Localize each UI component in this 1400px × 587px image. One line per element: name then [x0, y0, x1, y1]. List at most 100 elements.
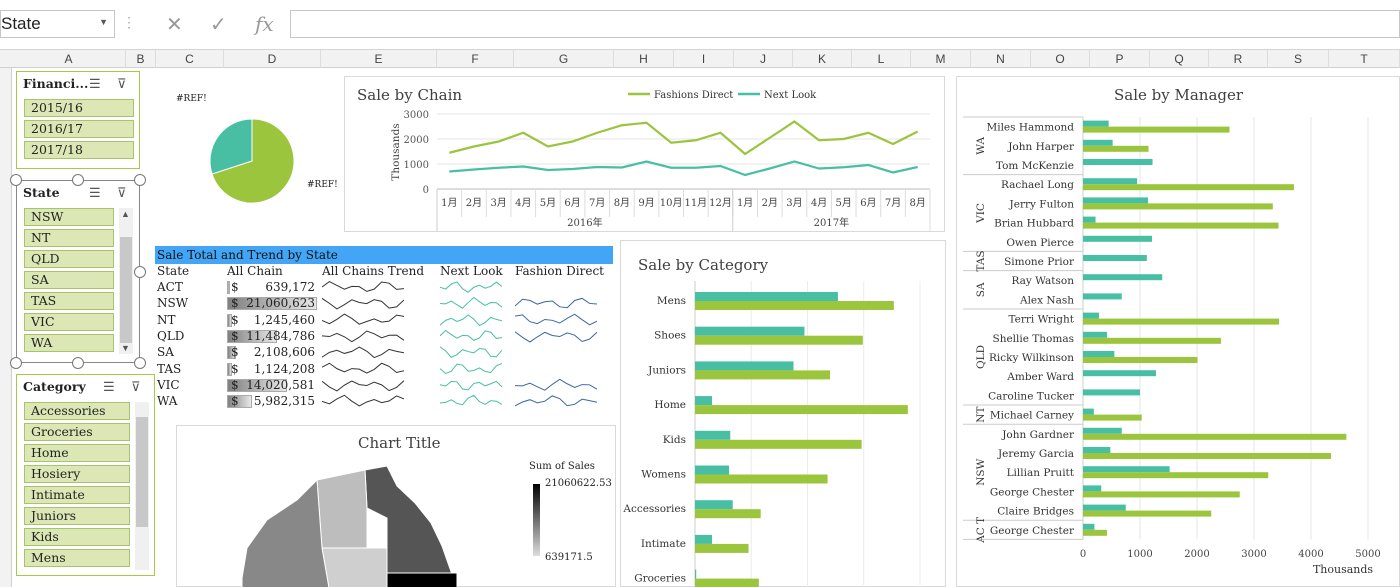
scrollbar-thumb[interactable]: [136, 417, 148, 527]
slicer-item[interactable]: 2017/18: [24, 141, 134, 159]
multi-select-icon[interactable]: ☰: [103, 379, 115, 394]
column-header-P[interactable]: P: [1090, 50, 1150, 68]
name-box[interactable]: State ▼: [0, 10, 115, 38]
bar-fashions-direct[interactable]: [1083, 510, 1212, 517]
slicer-item[interactable]: 2016/17: [24, 120, 134, 138]
bar-next-look[interactable]: [1083, 408, 1094, 415]
slicer-item[interactable]: Mens: [24, 549, 130, 567]
bar-next-look[interactable]: [1083, 427, 1122, 434]
bar-fashions-direct[interactable]: [1083, 337, 1221, 344]
column-header-O[interactable]: O: [1031, 50, 1090, 68]
bar-next-look[interactable]: [1083, 178, 1138, 185]
multi-select-icon[interactable]: ☰: [89, 76, 101, 91]
bar-next-look[interactable]: [1083, 120, 1109, 127]
bar-fashions-direct[interactable]: [695, 439, 862, 449]
bar-next-look[interactable]: [1083, 197, 1148, 204]
bar-fashions-direct[interactable]: [1083, 184, 1294, 191]
pie-chart[interactable]: #REF! #REF!: [152, 76, 338, 231]
bar-next-look[interactable]: [695, 430, 731, 440]
bar-next-look[interactable]: [1083, 312, 1099, 319]
bar-fashions-direct[interactable]: [695, 405, 908, 415]
slicer-item[interactable]: VIC: [24, 313, 114, 331]
column-header-H[interactable]: H: [614, 50, 674, 68]
bar-fashions-direct[interactable]: [1083, 203, 1273, 210]
resize-handle[interactable]: [10, 357, 22, 369]
multi-select-icon[interactable]: ☰: [89, 185, 101, 200]
bar-next-look[interactable]: [1083, 447, 1111, 453]
resize-handle[interactable]: [134, 266, 146, 278]
slicer-category[interactable]: Category ☰ ⊽ Accessories Groceries Home …: [16, 374, 155, 576]
slicer-item[interactable]: QLD: [24, 250, 114, 268]
column-header-I[interactable]: I: [674, 50, 734, 68]
bar-fashions-direct[interactable]: [695, 301, 894, 310]
bar-next-look[interactable]: [1083, 351, 1115, 357]
chevron-down-icon[interactable]: ▼: [99, 17, 108, 27]
slicer-item[interactable]: Hosiery: [24, 465, 130, 483]
resize-handle[interactable]: [134, 174, 146, 186]
slicer-item[interactable]: Juniors: [24, 507, 130, 525]
bar-next-look[interactable]: [695, 292, 838, 301]
map-chart[interactable]: Chart Title Sum of Sales 21060622.53 639…: [176, 425, 616, 587]
resize-handle[interactable]: [72, 357, 84, 369]
enter-icon[interactable]: ✓: [210, 12, 227, 36]
column-header-N[interactable]: N: [971, 50, 1031, 68]
bar-next-look[interactable]: [695, 326, 805, 336]
series-line-0[interactable]: [449, 120, 919, 156]
bar-fashions-direct[interactable]: [1083, 529, 1107, 536]
sale-by-chain-chart[interactable]: Sale by Chain 0 1000 2000 3000 Thousands 1月 2月…: [344, 76, 945, 232]
pie-slice-0[interactable]: [211, 118, 295, 204]
bar-next-look[interactable]: [1083, 216, 1096, 223]
bar-next-look[interactable]: [695, 569, 697, 579]
column-header-M[interactable]: M: [911, 50, 971, 68]
slicer-item[interactable]: NSW: [24, 208, 114, 226]
fx-icon[interactable]: fx: [255, 12, 274, 36]
column-header-J[interactable]: J: [734, 50, 793, 68]
slicer-item[interactable]: SA: [24, 271, 114, 289]
slicer-financial-year[interactable]: Financi... ☰ ⊽ 2015/16 2016/17 2017/18: [16, 71, 140, 169]
scroll-up-icon[interactable]: ▲: [121, 209, 130, 219]
pie-slice-1[interactable]: [209, 118, 253, 175]
bar-next-look[interactable]: [1083, 159, 1153, 165]
bar-next-look[interactable]: [695, 396, 713, 406]
bar-fashions-direct[interactable]: [1083, 318, 1280, 325]
bar-fashions-direct[interactable]: [1083, 433, 1347, 440]
column-header-C[interactable]: C: [156, 50, 224, 68]
sale-by-category-chart[interactable]: Sale by Category Mens Shoes Juniors Home Kid…: [620, 240, 946, 587]
slicer-item[interactable]: Intimate: [24, 486, 130, 504]
slicer-state[interactable]: State ☰ ⊽ NSW NT QLD SA TAS VIC WA ▲ ▼: [16, 180, 140, 363]
slicer-item[interactable]: TAS: [24, 292, 114, 310]
bar-fashions-direct[interactable]: [695, 543, 749, 553]
column-header-E[interactable]: E: [321, 50, 437, 68]
series-line-1[interactable]: [449, 160, 918, 177]
slicer-item[interactable]: WA: [24, 334, 114, 352]
bar-next-look[interactable]: [1083, 523, 1095, 530]
scrollbar-thumb[interactable]: [120, 237, 132, 343]
bar-next-look[interactable]: [1083, 235, 1152, 242]
bar-next-look[interactable]: [695, 465, 730, 475]
bar-fashions-direct[interactable]: [695, 335, 863, 345]
column-header-S[interactable]: S: [1268, 50, 1329, 68]
bar-next-look[interactable]: [695, 534, 713, 544]
bar-next-look[interactable]: [1083, 466, 1170, 473]
bar-fashions-direct[interactable]: [1083, 126, 1230, 133]
bar-fashions-direct[interactable]: [1083, 357, 1198, 363]
bar-fashions-direct[interactable]: [1083, 145, 1149, 152]
column-header-L[interactable]: L: [852, 50, 911, 68]
clear-filter-icon[interactable]: ⊽: [131, 379, 141, 394]
slicer-item[interactable]: Groceries: [24, 423, 130, 441]
bar-next-look[interactable]: [1083, 255, 1147, 261]
bar-fashions-direct[interactable]: [1083, 414, 1142, 421]
bar-next-look[interactable]: [1083, 370, 1156, 377]
bar-next-look[interactable]: [1083, 139, 1113, 146]
bar-fashions-direct[interactable]: [695, 370, 830, 380]
bar-next-look[interactable]: [695, 361, 794, 371]
resize-handle[interactable]: [134, 357, 146, 369]
slicer-item[interactable]: Kids: [24, 528, 130, 546]
resize-handle[interactable]: [72, 174, 84, 186]
bar-next-look[interactable]: [1083, 485, 1102, 492]
column-header-B[interactable]: B: [126, 50, 156, 68]
bar-next-look[interactable]: [1083, 293, 1122, 300]
column-header-R[interactable]: R: [1209, 50, 1268, 68]
bar-fashions-direct[interactable]: [1083, 472, 1269, 479]
slicer-item[interactable]: NT: [24, 229, 114, 247]
